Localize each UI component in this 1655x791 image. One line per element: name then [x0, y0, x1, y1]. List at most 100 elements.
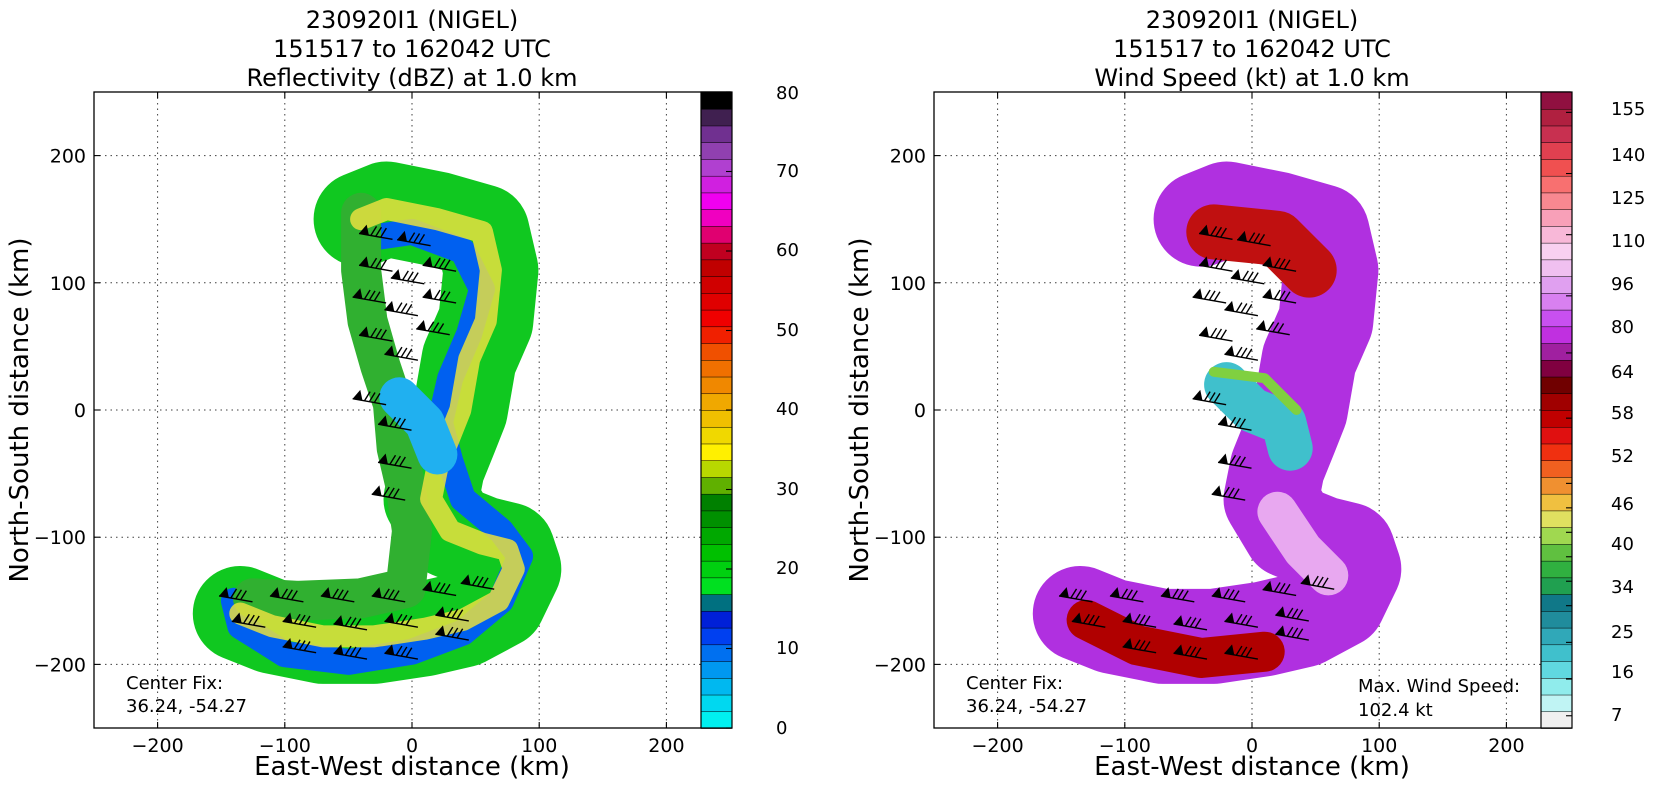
wind-cb-tick-8: 64 — [1611, 362, 1634, 383]
colorbar-swatch — [700, 694, 733, 713]
wind-cb-tick-5: 46 — [1611, 494, 1634, 515]
colorbar-swatch — [1540, 660, 1573, 679]
wind-barb — [1224, 300, 1259, 317]
wind-cb-tick-2: 25 — [1611, 622, 1634, 643]
reflectivity-cb-tick-2: 20 — [776, 558, 799, 579]
wind-barb — [1211, 485, 1246, 501]
wind-speed-panel: 230920I1 (NIGEL) 151517 to 162042 UTC Wi… — [845, 6, 1645, 782]
wind-xlabel: East-West distance (km) — [1094, 752, 1410, 782]
wind-barb — [1224, 612, 1259, 628]
wind-barb — [1173, 615, 1208, 631]
colorbar-swatch — [1540, 711, 1573, 729]
y-tick-label: −100 — [34, 527, 86, 549]
wind-barb — [435, 625, 469, 641]
colorbar-swatch — [1540, 610, 1573, 629]
wind-barb — [1198, 256, 1233, 272]
reflectivity-title-line2: 151517 to 162042 UTC — [273, 35, 551, 63]
reflectivity-panel: 230920I1 (NIGEL) 151517 to 162042 UTC Re… — [5, 6, 799, 782]
reflectivity-colorbar — [700, 91, 733, 729]
reflectivity-title-line3: Reflectivity (dBZ) at 1.0 km — [247, 64, 578, 92]
wind-barb — [282, 612, 317, 628]
wind-barb — [1262, 580, 1297, 597]
wind-cb-tick-13: 140 — [1611, 145, 1645, 166]
wind-barb — [435, 606, 469, 622]
wind-barb — [1071, 612, 1106, 628]
colorbar-swatch — [700, 108, 733, 127]
wind-cb-tick-1: 16 — [1611, 662, 1634, 683]
wind-barb — [1198, 224, 1233, 241]
colorbar-swatch — [700, 326, 733, 344]
wind-barb — [371, 485, 406, 501]
wind-cb-tick-11: 110 — [1611, 231, 1645, 252]
reflectivity-center-fix-value: 36.24, -54.27 — [126, 696, 247, 717]
wind-barb — [218, 587, 253, 603]
colorbar-swatch — [1540, 125, 1573, 143]
wind-barb — [1224, 345, 1259, 361]
colorbar-frame — [1540, 91, 1573, 729]
wind-barb — [1262, 288, 1297, 304]
wind-barb — [1275, 625, 1309, 641]
wind-barb — [422, 580, 457, 597]
wind-colorbar — [1540, 91, 1573, 729]
colorbar-swatch — [1540, 443, 1573, 461]
wind-barb — [1198, 326, 1233, 342]
colorbar-swatch — [1540, 577, 1573, 595]
reflectivity-cb-tick-6: 60 — [776, 240, 799, 261]
reflectivity-axis-ticks: −200 −100 0 100 200 −200 −100 0 100 200 — [34, 92, 730, 757]
wind-barb — [1173, 644, 1208, 660]
colorbar-swatch — [700, 660, 733, 679]
wind-barb — [358, 224, 393, 241]
colorbar-swatch — [700, 644, 733, 662]
colorbar-swatch — [1540, 259, 1573, 277]
wind-title-line3: Wind Speed (kt) at 1.0 km — [1094, 64, 1409, 92]
reflectivity-ylabel: North-South distance (km) — [5, 237, 35, 582]
y-tick-label: 0 — [74, 400, 86, 422]
x-tick-label: −200 — [972, 735, 1024, 757]
wind-barb — [1300, 574, 1335, 590]
wind-barb — [1237, 230, 1271, 247]
wind-barb — [1230, 269, 1265, 285]
reflectivity-field — [192, 161, 562, 684]
colorbar-swatch — [700, 359, 733, 378]
colorbar-swatch — [700, 476, 733, 495]
reflectivity-cb-tick-7: 70 — [776, 161, 799, 182]
colorbar-swatch — [700, 342, 733, 361]
x-tick-label: −100 — [259, 735, 311, 757]
reflectivity-cb-tick-8: 80 — [776, 83, 799, 104]
y-tick-label: 100 — [890, 273, 926, 295]
y-tick-label: 0 — [914, 400, 926, 422]
colorbar-swatch — [1540, 108, 1573, 127]
wind-barb — [1192, 288, 1227, 304]
wind-barb — [384, 644, 419, 660]
colorbar-swatch — [1540, 560, 1573, 579]
y-tick-label: 100 — [50, 273, 86, 295]
reflectivity-band-core — [229, 198, 525, 648]
colorbar-swatch — [1540, 526, 1573, 545]
x-tick-label: 100 — [1361, 735, 1397, 757]
wind-barb — [416, 320, 450, 336]
wind-barb — [1122, 612, 1157, 628]
wind-cb-tick-9: 80 — [1611, 317, 1634, 338]
colorbar-swatch — [700, 175, 733, 194]
wind-barb — [352, 288, 387, 304]
wind-ylabel: North-South distance (km) — [845, 237, 875, 582]
colorbar-swatch — [1540, 459, 1573, 478]
colorbar-swatch — [700, 526, 733, 545]
colorbar-swatch — [700, 510, 733, 528]
colorbar-swatch — [700, 543, 733, 562]
wind-barb — [358, 256, 393, 272]
reflectivity-cb-tick-5: 50 — [776, 320, 799, 341]
colorbar-swatch — [700, 275, 733, 294]
wind-barb — [1192, 389, 1227, 406]
wind-cb-tick-14: 155 — [1611, 99, 1645, 120]
reflectivity-xlabel: East-West distance (km) — [254, 752, 570, 782]
wind-band-weak — [1257, 491, 1349, 596]
colorbar-swatch — [1540, 91, 1573, 110]
colorbar-swatch — [700, 141, 733, 160]
wind-barb — [1217, 453, 1252, 469]
wind-barb — [1224, 644, 1259, 660]
colorbar-swatch — [1540, 326, 1573, 344]
wind-wind-barbs — [1058, 224, 1335, 660]
colorbar-swatch — [700, 409, 733, 428]
